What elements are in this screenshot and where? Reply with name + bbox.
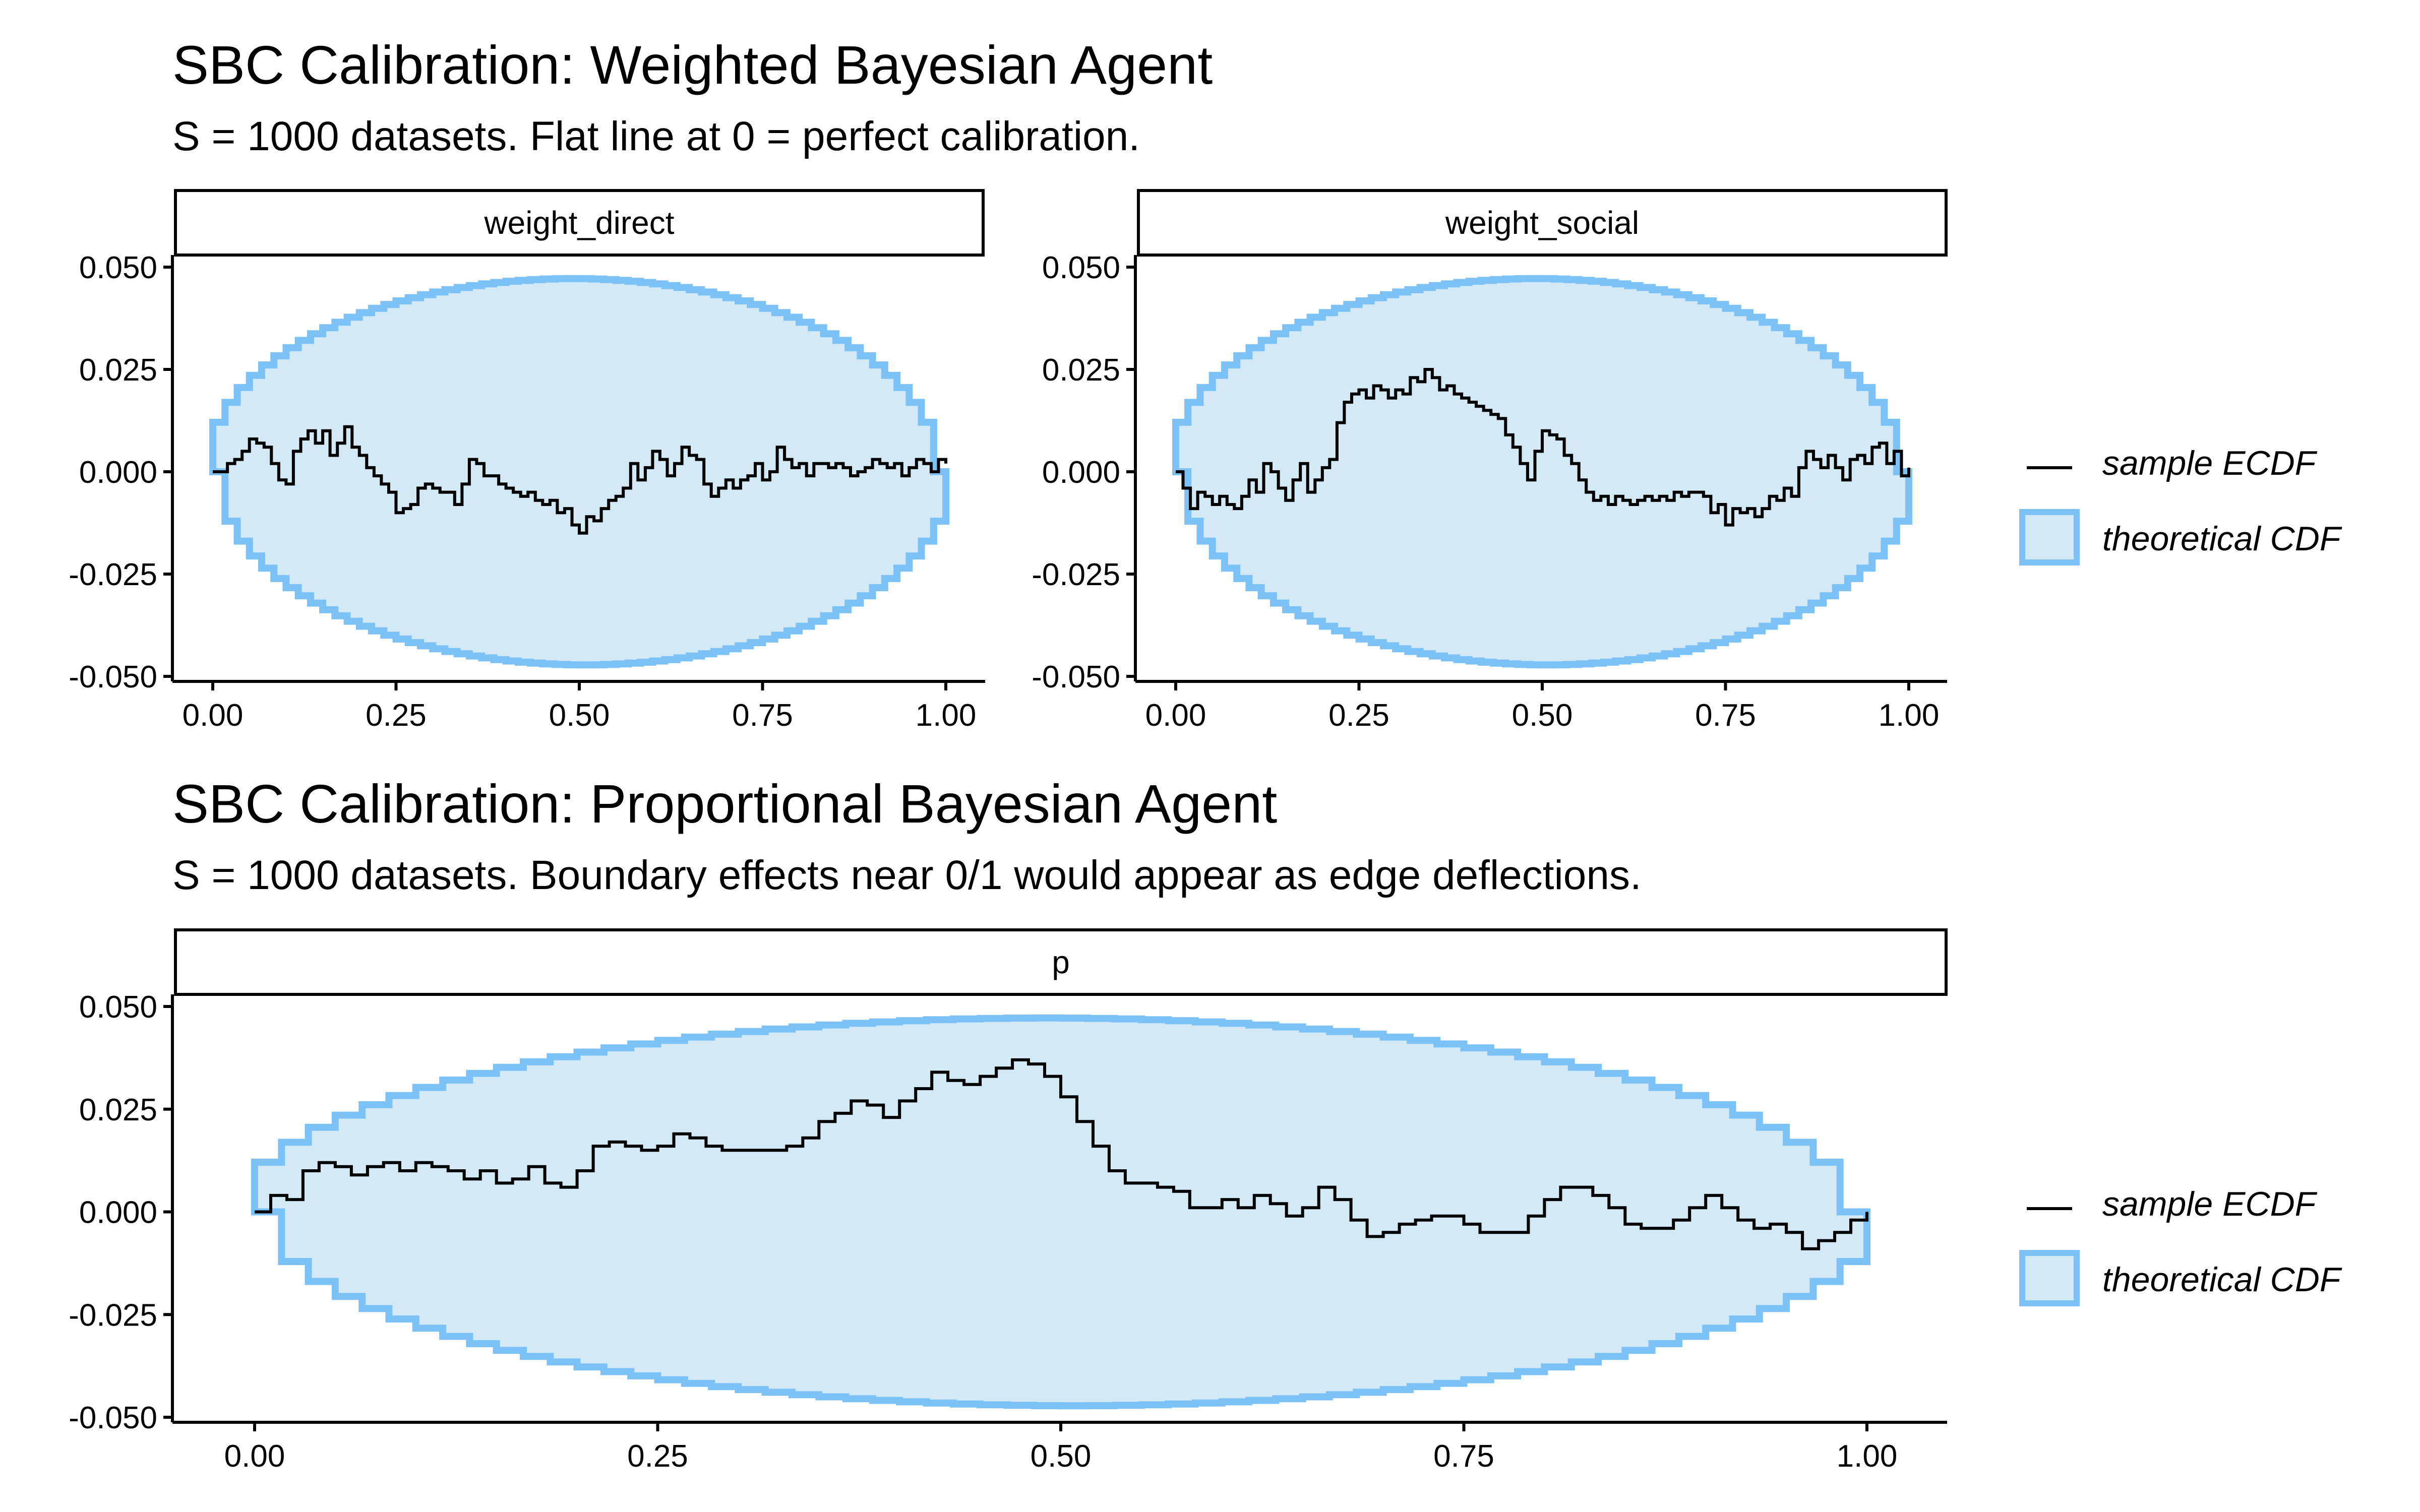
plot1-subtitle: S = 1000 datasets. Flat line at 0 = perf…	[172, 113, 1140, 159]
legend-item-theoretical-cdf: theoretical CDF	[2012, 509, 2420, 575]
legend-cdf-swatch-icon	[2019, 509, 2080, 565]
facet-weight-direct: weight_direct -0.050 -0.025 0.000 0.025 0.050…	[69, 189, 985, 733]
x-tick-label: 0.00	[224, 1439, 285, 1474]
legend-ecdf-label: sample ECDF	[2102, 444, 2316, 482]
y-tick-label: 0.050	[79, 990, 157, 1025]
y-tick-label: 0.025	[1042, 353, 1120, 388]
facet-strip	[1137, 189, 1948, 257]
x-tick-label: 0.00	[183, 698, 244, 733]
y-tick-label: -0.025	[1032, 557, 1120, 592]
facet-weight-social: weight_social -0.050 -0.025 0.000 0.025 0.050…	[1032, 189, 1948, 733]
legend-item-theoretical-cdf: theoretical CDF	[2012, 1250, 2420, 1315]
y-tick-label: 0.050	[79, 250, 157, 285]
plot1-title: SBC Calibration: Weighted Bayesian Agent	[172, 34, 1213, 95]
theoretical-cdf-band	[209, 275, 949, 669]
y-tick-label: 0.025	[79, 353, 157, 388]
y-tick-label: 0.025	[79, 1093, 157, 1127]
y-tick-label: -0.025	[69, 1298, 157, 1333]
x-tick-label: 0.50	[549, 698, 610, 733]
facet-strip-label: weight_social	[1445, 205, 1639, 241]
legend-ecdf-line-icon	[2027, 1207, 2072, 1210]
facet-strip-label: weight_direct	[483, 205, 674, 241]
y-tick-label: 0.050	[1042, 250, 1120, 285]
y-tick-label: 0.000	[79, 1195, 157, 1230]
legend-item-sample-ecdf: sample ECDF	[2012, 1174, 2420, 1240]
sample-ecdf-line	[1176, 368, 1910, 527]
legend-ecdf-label: sample ECDF	[2102, 1185, 2316, 1223]
x-tick-label: 0.75	[732, 698, 793, 733]
y-tick-label: -0.050	[69, 1401, 157, 1435]
sample-ecdf-line	[213, 425, 947, 535]
facet-strip	[174, 928, 1948, 996]
x-tick-label: 1.00	[916, 698, 977, 733]
legend-cdf-swatch-icon	[2019, 1250, 2080, 1306]
sample-ecdf-line	[255, 1058, 1868, 1250]
y-tick-label: 0.000	[1042, 455, 1120, 490]
x-tick-label: 0.50	[1512, 698, 1573, 733]
y-tick-label: -0.050	[69, 660, 157, 695]
x-tick-label: 0.75	[1695, 698, 1756, 733]
y-tick-label: -0.025	[69, 557, 157, 592]
facet-strip-label: p	[1052, 944, 1070, 980]
x-tick-label: 0.00	[1145, 698, 1206, 733]
x-tick-label: 0.25	[1328, 698, 1389, 733]
legend-item-sample-ecdf: sample ECDF	[2012, 433, 2420, 499]
x-tick-label: 0.50	[1031, 1439, 1092, 1474]
legend-cdf-label: theoretical CDF	[2102, 1261, 2341, 1299]
plot2-title: SBC Calibration: Proportional Bayesian A…	[172, 773, 1278, 834]
facet-strip	[174, 189, 985, 257]
legend-ecdf-line-icon	[2027, 466, 2072, 469]
y-tick-label: -0.050	[1032, 660, 1120, 695]
x-tick-label: 1.00	[1837, 1439, 1898, 1474]
facet-p: p -0.050 -0.025 0.000 0.025 0.050 0.00 0.25 0.50…	[69, 928, 1948, 1474]
y-tick-label: 0.000	[79, 455, 157, 490]
plot2-subtitle: S = 1000 datasets. Boundary effects near…	[172, 852, 1642, 898]
x-tick-label: 1.00	[1879, 698, 1940, 733]
x-tick-label: 0.25	[366, 698, 427, 733]
x-tick-label: 0.25	[627, 1439, 688, 1474]
legend-cdf-label: theoretical CDF	[2102, 520, 2341, 558]
x-tick-label: 0.75	[1433, 1439, 1494, 1474]
